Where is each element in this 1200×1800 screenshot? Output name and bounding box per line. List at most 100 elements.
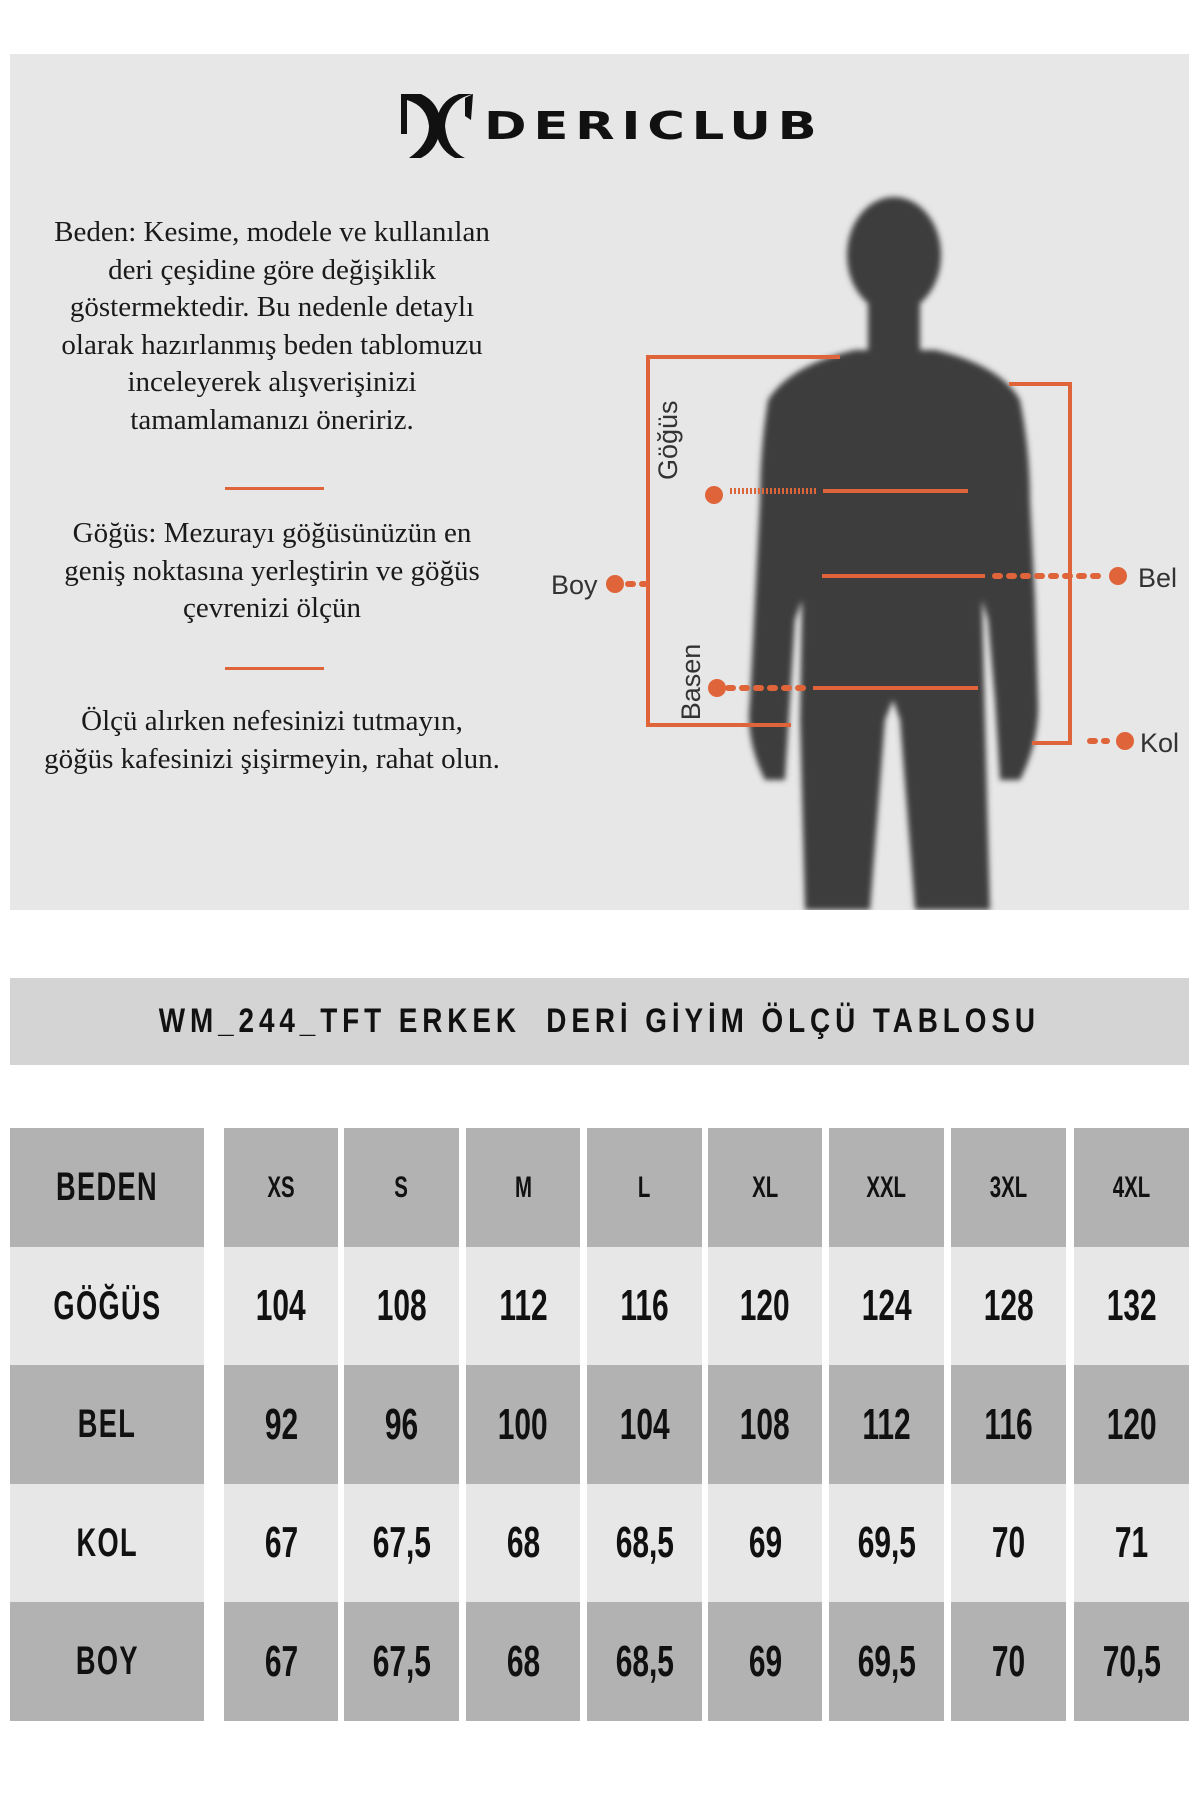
size-header-cell: L: [587, 1128, 702, 1247]
row-label-cell: BOY: [10, 1602, 204, 1721]
value-cell: 120: [708, 1247, 822, 1365]
value-cell-text: 100: [498, 1399, 548, 1449]
table-title-bar: WM_244_TFT ERKEK DERİ GİYİM ÖLÇÜ TABLOSU: [10, 978, 1189, 1065]
value-cell: 67: [224, 1484, 338, 1602]
info-line: çevrenizi ölçün: [183, 592, 361, 624]
body-silhouette-icon: [749, 197, 1039, 910]
value-cell: 120: [1074, 1365, 1189, 1484]
row-label-cell: BEL: [10, 1365, 204, 1484]
value-cell-text: 120: [1106, 1399, 1157, 1449]
value-cell-text: 70: [991, 1636, 1026, 1686]
value-cell-text: 128: [983, 1281, 1034, 1330]
body-measurement-figure: Boy Bel Kol Göğüs Basen: [551, 197, 1179, 910]
value-cell-text: 108: [740, 1399, 790, 1449]
size-header-cell-text: XL: [751, 1170, 779, 1204]
label-gogus: Göğüs: [653, 400, 683, 480]
value-cell-text: 124: [861, 1281, 912, 1330]
info-line: inceleyerek alışverişinizi: [127, 366, 417, 398]
value-cell-text: 96: [384, 1399, 419, 1449]
size-header-cell: S: [344, 1128, 459, 1247]
size-header-cell: 3XL: [951, 1128, 1066, 1247]
row-label-cell-text: GÖĞÜS: [52, 1283, 162, 1328]
value-cell: 108: [344, 1247, 459, 1365]
value-cell-text: 67,5: [372, 1518, 431, 1567]
value-cell-text: 69: [748, 1518, 782, 1567]
value-cell-text: 67,5: [372, 1636, 431, 1686]
label-bel: Bel: [1138, 563, 1177, 593]
value-cell-text: 68: [506, 1518, 540, 1567]
divider: [225, 667, 324, 670]
value-cell: 132: [1074, 1247, 1189, 1365]
size-header-cell: XS: [224, 1128, 338, 1247]
value-cell-text: 67: [264, 1518, 298, 1567]
brand-name: DERICLUB: [484, 104, 824, 148]
value-cell-text: 70: [991, 1518, 1026, 1567]
size-header-cell: 4XL: [1074, 1128, 1189, 1247]
label-boy: Boy: [551, 570, 598, 600]
value-cell-text: 104: [256, 1281, 306, 1330]
header-label-cell-text: BEDEN: [55, 1165, 159, 1209]
label-kol: Kol: [1140, 728, 1179, 758]
size-header-cell-text: 3XL: [989, 1170, 1028, 1204]
kol-dot-icon: [1116, 732, 1134, 750]
size-header-cell-text: 4XL: [1112, 1170, 1151, 1204]
value-cell-text: 71: [1114, 1518, 1149, 1567]
value-cell: 69,5: [829, 1602, 944, 1721]
value-cell: 96: [344, 1365, 459, 1484]
value-cell-text: 132: [1106, 1281, 1157, 1330]
info-line: göğüs kafesinizi şişirmeyin, rahat olun.: [44, 742, 500, 775]
info-line: deri çeşidine göre değişiklik: [108, 253, 436, 286]
value-cell: 116: [587, 1247, 702, 1365]
size-header-cell: M: [466, 1128, 580, 1247]
info-paragraph: Ölçü alırken nefesinizi tutmayın, göğüs k…: [22, 703, 522, 778]
info-line: olarak hazırlanmış beden tablomuzu: [61, 328, 483, 361]
value-cell: 92: [224, 1365, 338, 1484]
row-label-cell: KOL: [10, 1484, 204, 1602]
value-cell: 116: [951, 1365, 1066, 1484]
value-cell-text: 68,5: [615, 1636, 674, 1686]
brand-logo: DERICLUB: [399, 94, 817, 158]
value-cell-text: 120: [740, 1281, 790, 1330]
kol-bracket: [1009, 382, 1072, 745]
row-label-cell-text: BOY: [75, 1639, 139, 1683]
value-cell: 69: [708, 1602, 822, 1721]
info-line: Ölçü alırken nefesinizi tutmayın,: [81, 705, 463, 737]
value-cell-text: 68: [506, 1636, 540, 1686]
size-header-cell: XL: [708, 1128, 822, 1247]
value-cell: 70: [951, 1602, 1066, 1721]
info-line: göstermektedir. Bu nedenle detaylı: [69, 291, 475, 323]
value-cell: 69,5: [829, 1484, 944, 1602]
value-cell: 69: [708, 1484, 822, 1602]
size-header-cell-text: XS: [267, 1170, 295, 1204]
value-cell: 100: [466, 1365, 580, 1484]
bel-dot-icon: [1109, 567, 1127, 585]
value-cell: 68: [466, 1484, 580, 1602]
value-cell: 128: [951, 1247, 1066, 1365]
header-label-cell: BEDEN: [10, 1128, 204, 1247]
info-line: tamamlamanızı öneririz.: [130, 403, 414, 436]
boy-dot-icon: [606, 575, 624, 593]
table-title: WM_244_TFT ERKEK DERİ GİYİM ÖLÇÜ TABLOSU: [158, 1002, 1041, 1040]
value-cell: 104: [224, 1247, 338, 1365]
value-cell: 71: [1074, 1484, 1189, 1602]
logo-mark-icon: [401, 94, 473, 158]
size-header-cell-text: M: [514, 1170, 532, 1204]
value-cell-text: 112: [862, 1399, 911, 1449]
divider: [225, 487, 324, 490]
value-cell: 124: [829, 1247, 944, 1365]
value-cell-text: 104: [619, 1399, 670, 1449]
value-cell: 67: [224, 1602, 338, 1721]
value-cell-text: 116: [984, 1399, 1033, 1449]
value-cell-text: 69,5: [857, 1636, 916, 1686]
value-cell-text: 68,5: [615, 1518, 674, 1567]
value-cell: 68: [466, 1602, 580, 1721]
info-line: geniş noktasına yerleştirin ve göğüs: [64, 554, 480, 587]
size-header-cell-text: L: [638, 1170, 651, 1204]
value-cell: 104: [587, 1365, 702, 1484]
basen-dot-icon: [708, 679, 726, 697]
size-header-cell-text: S: [394, 1170, 409, 1204]
value-cell: 67,5: [344, 1602, 459, 1721]
info-line: Beden: Kesime, modele ve kullanılan: [54, 216, 490, 248]
value-cell: 70,5: [1074, 1602, 1189, 1721]
value-cell-text: 67: [264, 1636, 298, 1686]
